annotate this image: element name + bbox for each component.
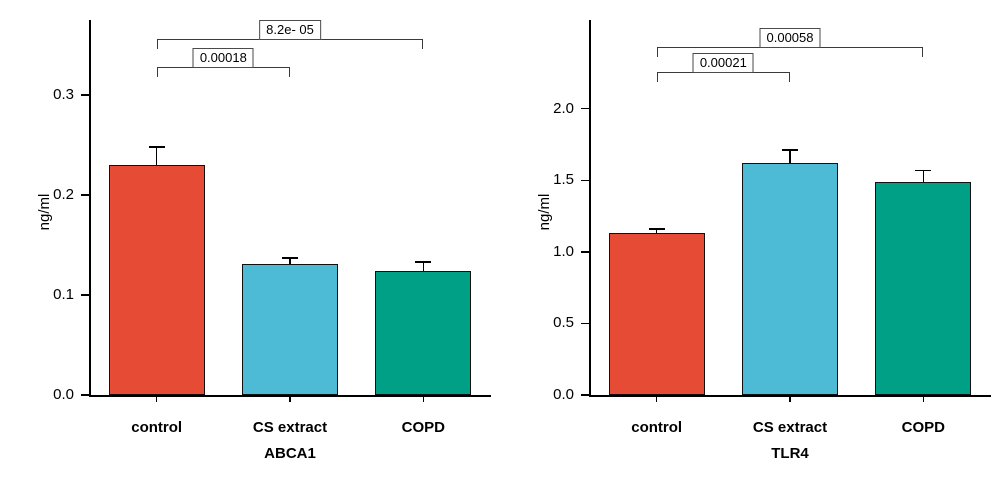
y-tick-label: 0.2 [53, 186, 74, 203]
chart-tlr4: ng/ml 0.0 0.5 1.0 1.5 2.0 control CS extract COP… [500, 0, 1000, 486]
chart-title: ABCA1 [264, 445, 316, 462]
y-tick-mark [581, 394, 589, 396]
x-category-label: COPD [901, 419, 945, 436]
error-bar-cap [782, 149, 798, 151]
y-axis-title: ng/ml [36, 193, 53, 231]
x-category-label: CS extract [252, 419, 328, 436]
sig-pvalue-label: 0.00021 [692, 52, 754, 73]
y-axis-line [89, 20, 91, 395]
y-tick-label: 0.0 [553, 386, 574, 403]
x-category-label: COPD [401, 419, 445, 436]
x-tick-mark [289, 396, 291, 402]
error-bar-cap [415, 261, 432, 263]
x-category-label: control [131, 419, 183, 436]
sig-bracket-end-right [288, 67, 290, 77]
x-tick-mark [655, 396, 658, 402]
sig-bracket-end-right [922, 47, 924, 58]
y-tick-mark [81, 194, 89, 196]
x-tick-mark [789, 396, 791, 402]
y-tick-label: 0.1 [53, 286, 74, 303]
sig-bracket-end-left [656, 71, 658, 82]
y-tick-mark [81, 294, 89, 296]
error-bar-line [155, 147, 158, 165]
y-tick-label: 0.5 [553, 314, 574, 332]
error-bar-cap [915, 169, 932, 172]
x-tick-mark [422, 396, 425, 402]
sig-bracket-end-left [156, 67, 158, 77]
error-bar-line [789, 150, 791, 164]
sig-bracket-end-right [422, 39, 424, 49]
bar-copd [875, 181, 972, 395]
y-tick-mark [81, 394, 89, 396]
y-tick-label: 2.0 [553, 99, 574, 117]
error-bar-cap [648, 228, 665, 230]
x-tick-mark [922, 396, 925, 402]
y-tick-label: 0.0 [53, 386, 74, 403]
error-bar-line [422, 262, 425, 271]
sig-bracket-end-right [788, 71, 790, 82]
x-tick-mark [155, 396, 158, 402]
x-category-label: control [631, 419, 683, 436]
y-tick-mark [581, 251, 589, 253]
chart-abca1: ng/ml 0.0 0.1 0.2 0.3 control CS extract COPD 0.… [36, 20, 491, 462]
y-tick-mark [581, 107, 589, 110]
y-tick-mark [81, 94, 89, 96]
sig-bracket-end-left [656, 47, 658, 58]
error-bar-line [655, 228, 658, 234]
x-category-label: CS extract [752, 419, 828, 436]
y-tick-label: 1.0 [553, 242, 574, 260]
y-tick-label: 1.5 [553, 171, 574, 189]
y-tick-mark [581, 322, 589, 325]
bar-control [608, 233, 705, 395]
sig-pvalue-label: 0.00018 [192, 48, 254, 68]
sig-pvalue-label: 0.00058 [759, 28, 821, 49]
sig-bracket-end-left [156, 39, 158, 49]
x-axis-line [589, 395, 991, 397]
error-bar-cap [282, 257, 298, 259]
error-bar-line [922, 170, 925, 182]
x-axis-line [89, 395, 491, 397]
bar-cs-extract [242, 264, 338, 395]
bar-control [108, 165, 205, 395]
y-tick-label: 0.3 [53, 86, 74, 103]
bar-copd [375, 271, 472, 395]
bar-cs-extract [742, 163, 838, 395]
y-axis-line [589, 20, 591, 395]
error-bar-cap [148, 146, 165, 148]
chart-title: TLR4 [771, 445, 809, 462]
y-tick-mark [581, 179, 589, 182]
error-bar-line [289, 258, 291, 264]
sig-pvalue-label: 8.2e- 05 [259, 20, 321, 40]
